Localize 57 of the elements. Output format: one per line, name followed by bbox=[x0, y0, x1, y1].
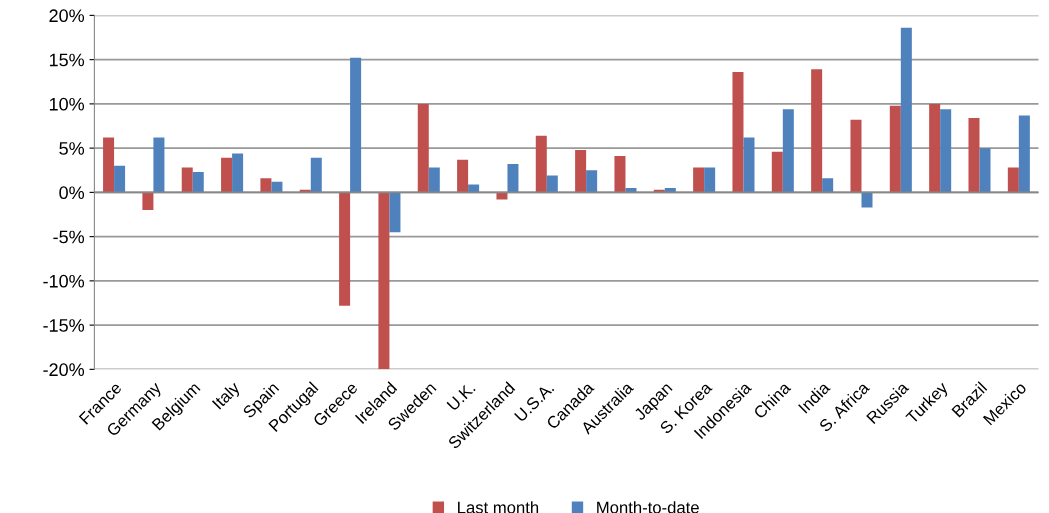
bar bbox=[507, 164, 519, 193]
x-tick-label: Italy bbox=[211, 380, 244, 412]
bar bbox=[614, 156, 626, 193]
bar bbox=[389, 192, 401, 233]
bar bbox=[260, 178, 272, 193]
bar bbox=[221, 157, 233, 193]
bar bbox=[417, 103, 429, 193]
bar bbox=[457, 159, 469, 193]
bar bbox=[575, 149, 587, 193]
legend-label: Month-to-date bbox=[597, 501, 699, 513]
bar bbox=[378, 192, 390, 370]
y-tick-label: -10% bbox=[43, 274, 85, 288]
bar bbox=[181, 167, 193, 193]
bar bbox=[142, 192, 154, 211]
y-tick-label: 15% bbox=[49, 53, 85, 67]
bar bbox=[900, 27, 912, 193]
bar bbox=[586, 170, 598, 193]
bar bbox=[310, 157, 322, 193]
y-tick-label: 10% bbox=[49, 97, 85, 111]
y-tick-label: 5% bbox=[59, 142, 85, 155]
bar bbox=[850, 119, 862, 193]
bar bbox=[743, 137, 755, 193]
bar bbox=[103, 137, 115, 193]
bar bbox=[782, 109, 794, 193]
bar bbox=[968, 118, 980, 193]
y-tick-label: 20% bbox=[49, 9, 85, 23]
bar bbox=[889, 105, 901, 193]
bar bbox=[192, 172, 204, 193]
bar bbox=[625, 187, 637, 193]
bar bbox=[271, 181, 283, 193]
bar bbox=[339, 192, 351, 306]
bar bbox=[940, 109, 952, 193]
bar bbox=[232, 153, 244, 193]
bar bbox=[153, 137, 165, 193]
y-tick-label: -20% bbox=[43, 363, 85, 377]
y-tick-label: -15% bbox=[43, 319, 85, 332]
bar bbox=[468, 184, 480, 193]
bar bbox=[664, 187, 676, 193]
bar bbox=[535, 135, 547, 193]
bar bbox=[811, 69, 823, 193]
bar bbox=[428, 167, 440, 193]
bar bbox=[979, 148, 991, 193]
bar bbox=[114, 165, 126, 193]
bar bbox=[546, 175, 558, 193]
legend-label: Last month bbox=[458, 501, 539, 513]
bar bbox=[929, 103, 941, 193]
bar bbox=[1007, 167, 1019, 193]
bar bbox=[693, 167, 705, 193]
y-tick-label: -5% bbox=[53, 230, 85, 244]
bar bbox=[704, 167, 716, 193]
bar bbox=[771, 151, 783, 193]
bar bbox=[1018, 115, 1030, 193]
bar bbox=[732, 72, 744, 193]
bar bbox=[861, 192, 873, 208]
bar bbox=[350, 57, 362, 193]
bar bbox=[822, 178, 834, 193]
y-tick-label: 0% bbox=[59, 186, 85, 200]
